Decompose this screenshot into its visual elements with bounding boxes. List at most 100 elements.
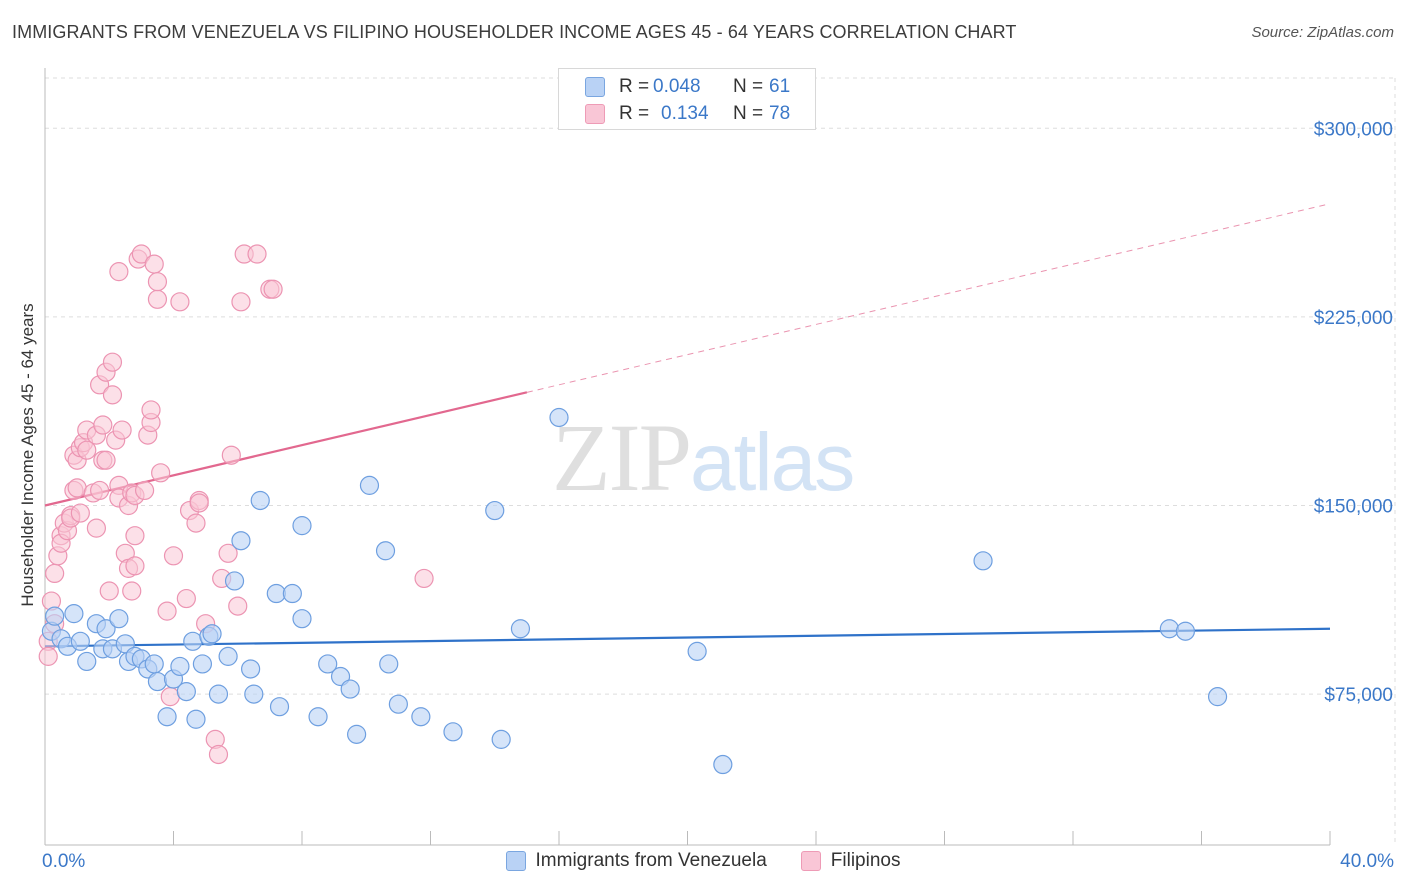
point-venezuela — [64, 604, 84, 624]
point-filipinos — [45, 563, 65, 584]
grid-lines — [45, 77, 1396, 845]
point-filipinos — [163, 546, 184, 566]
point-venezuela — [359, 475, 380, 495]
point-venezuela — [192, 654, 213, 674]
point-venezuela — [713, 754, 733, 775]
point-venezuela — [147, 671, 168, 692]
watermark-zip: ZIP — [552, 404, 692, 511]
n-label: N = — [733, 103, 764, 124]
point-venezuela — [183, 631, 203, 651]
n-value: 78 — [769, 103, 791, 124]
legend-swatch-venezuela — [505, 851, 526, 871]
point-filipinos — [414, 568, 434, 589]
point-filipinos — [77, 440, 97, 460]
point-filipinos — [170, 292, 190, 312]
legend-item-filipinos[interactable]: Filipinos — [800, 850, 901, 872]
point-filipinos — [125, 556, 145, 576]
point-filipinos — [70, 503, 90, 523]
point-venezuela — [388, 694, 408, 714]
point-venezuela — [973, 551, 993, 571]
point-venezuela — [549, 407, 569, 428]
legend-item-venezuela[interactable]: Immigrants from Venezuela — [505, 850, 767, 872]
point-venezuela — [202, 624, 222, 644]
point-venezuela — [375, 541, 396, 561]
y-tick-labels: $75,000 $150,000 $225,000 $300,000 — [1314, 119, 1393, 706]
point-venezuela — [491, 729, 511, 749]
point-filipinos — [131, 244, 151, 264]
point-venezuela — [1207, 687, 1228, 707]
trend-line-venezuela — [44, 627, 1331, 648]
point-venezuela — [308, 707, 328, 727]
point-filipinos — [208, 744, 229, 765]
point-filipinos — [141, 400, 161, 420]
point-venezuela — [157, 707, 177, 727]
point-filipinos — [99, 581, 119, 601]
legend-label-filipinos: Filipinos — [830, 850, 901, 871]
y-tick-label: $225,000 — [1314, 308, 1393, 329]
point-venezuela — [241, 659, 261, 679]
bottom-legend: Immigrants from Venezuela Filipinos — [0, 850, 1406, 872]
x-max-label: 40.0% — [1340, 851, 1394, 872]
y-tick-label: $300,000 — [1314, 119, 1393, 140]
r-value: 0.048 — [653, 76, 701, 97]
n-value: 61 — [769, 76, 791, 97]
point-filipinos — [67, 478, 87, 498]
point-filipinos — [109, 262, 129, 282]
point-filipinos — [218, 543, 238, 563]
point-filipinos — [176, 588, 196, 609]
point-venezuela — [347, 724, 367, 744]
point-filipinos — [157, 601, 177, 621]
point-filipinos — [90, 480, 110, 501]
point-venezuela — [292, 609, 312, 629]
point-venezuela — [1175, 621, 1196, 641]
point-filipinos — [147, 272, 168, 292]
y-tick-label: $150,000 — [1314, 497, 1393, 518]
point-venezuela — [340, 679, 360, 699]
point-venezuela — [443, 722, 463, 742]
point-venezuela — [45, 606, 65, 626]
point-filipinos — [228, 596, 248, 616]
point-venezuela — [176, 681, 196, 702]
point-venezuela — [170, 656, 190, 677]
point-filipinos — [186, 513, 206, 533]
point-filipinos — [231, 292, 251, 312]
legend-swatch-filipinos — [800, 851, 821, 871]
legend-label-venezuela: Immigrants from Venezuela — [535, 850, 767, 871]
point-filipinos — [86, 518, 107, 538]
point-venezuela — [244, 684, 264, 704]
point-filipinos — [134, 480, 155, 501]
point-filipinos — [221, 445, 241, 465]
point-filipinos — [189, 493, 209, 513]
point-venezuela — [292, 516, 312, 536]
r-value: 0.134 — [661, 103, 709, 124]
point-venezuela — [96, 619, 116, 639]
point-venezuela — [70, 631, 90, 651]
swatch-venezuela — [585, 77, 605, 97]
trend-line-filipinos-extension — [526, 203, 1331, 393]
point-venezuela — [208, 684, 229, 704]
point-venezuela — [411, 707, 431, 727]
r-label: R = — [619, 103, 650, 124]
point-filipinos — [93, 415, 113, 435]
data-points — [38, 244, 1228, 775]
point-venezuela — [266, 583, 286, 604]
point-venezuela — [186, 709, 206, 729]
point-venezuela — [379, 654, 399, 674]
chart-title: IMMIGRANTS FROM VENEZUELA VS FILIPINO HO… — [12, 22, 1017, 42]
point-filipinos — [144, 254, 164, 274]
watermark-atlas: atlas — [690, 417, 855, 508]
point-filipinos — [125, 526, 145, 546]
point-venezuela — [1159, 619, 1179, 639]
point-venezuela — [77, 651, 97, 672]
point-filipinos — [112, 420, 132, 440]
point-filipinos — [96, 450, 116, 470]
point-filipinos — [102, 385, 123, 405]
watermark: ZIPatlas — [552, 402, 855, 513]
source-label: Source: ZipAtlas.com — [1251, 24, 1394, 41]
point-venezuela — [250, 490, 270, 511]
x-min-label: 0.0% — [42, 851, 86, 872]
point-filipinos — [247, 244, 267, 264]
point-venezuela — [269, 697, 290, 717]
point-venezuela — [231, 531, 251, 551]
